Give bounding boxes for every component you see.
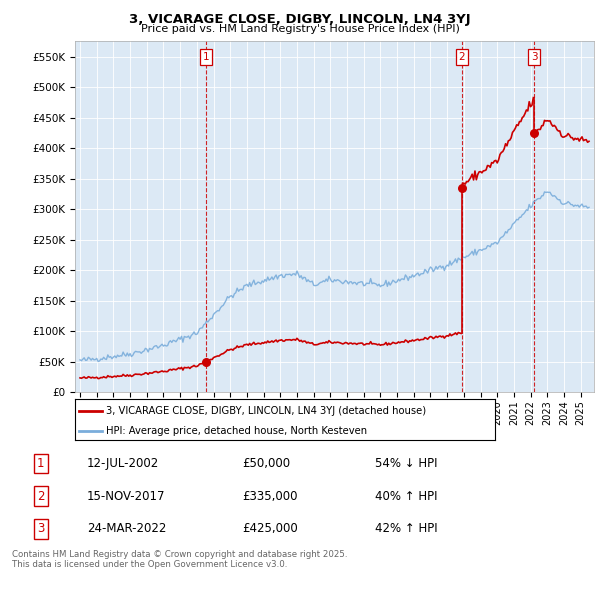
Text: HPI: Average price, detached house, North Kesteven: HPI: Average price, detached house, Nort… [107,426,368,436]
Text: 12-JUL-2002: 12-JUL-2002 [87,457,159,470]
Text: 3, VICARAGE CLOSE, DIGBY, LINCOLN, LN4 3YJ: 3, VICARAGE CLOSE, DIGBY, LINCOLN, LN4 3… [129,13,471,26]
Text: 24-MAR-2022: 24-MAR-2022 [87,522,166,535]
Text: Contains HM Land Registry data © Crown copyright and database right 2025.
This d: Contains HM Land Registry data © Crown c… [12,550,347,569]
Text: £335,000: £335,000 [242,490,298,503]
Text: 3: 3 [37,522,44,535]
Text: 3: 3 [531,52,538,62]
Text: 40% ↑ HPI: 40% ↑ HPI [375,490,437,503]
Text: 1: 1 [37,457,44,470]
Point [201,357,211,366]
Text: 2: 2 [37,490,44,503]
Text: 54% ↓ HPI: 54% ↓ HPI [375,457,437,470]
Text: 1: 1 [202,52,209,62]
Text: 42% ↑ HPI: 42% ↑ HPI [375,522,437,535]
Text: £425,000: £425,000 [242,522,298,535]
Point [529,128,539,137]
Point [457,183,466,192]
Text: 2: 2 [458,52,465,62]
Text: 15-NOV-2017: 15-NOV-2017 [87,490,166,503]
Text: 3, VICARAGE CLOSE, DIGBY, LINCOLN, LN4 3YJ (detached house): 3, VICARAGE CLOSE, DIGBY, LINCOLN, LN4 3… [107,406,427,416]
Text: £50,000: £50,000 [242,457,290,470]
Text: Price paid vs. HM Land Registry's House Price Index (HPI): Price paid vs. HM Land Registry's House … [140,24,460,34]
